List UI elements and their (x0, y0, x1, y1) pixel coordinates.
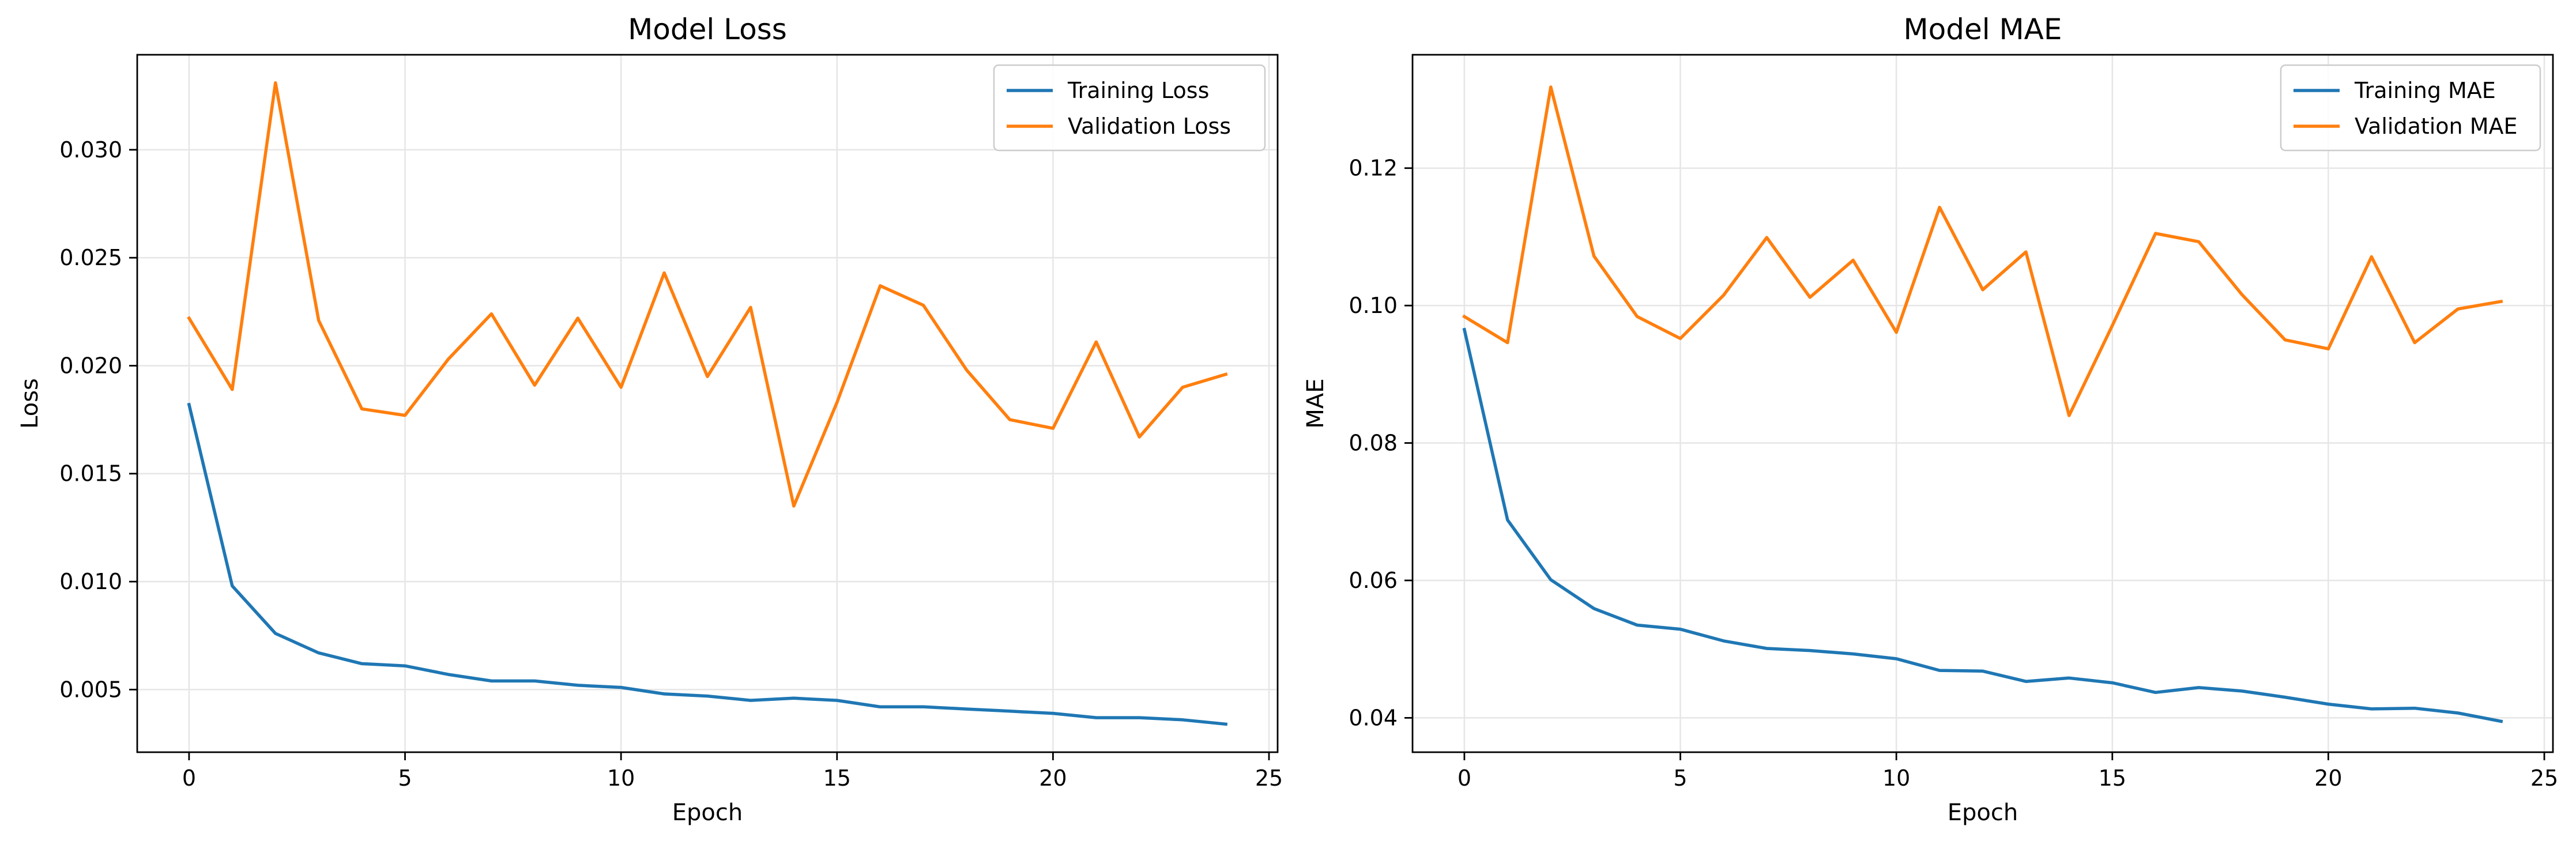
x-tick-label: 15 (2099, 765, 2126, 791)
x-tick-label: 20 (1039, 765, 1067, 791)
y-tick-label: 0.04 (1349, 705, 1398, 730)
y-tick-label: 0.10 (1349, 293, 1398, 318)
y-tick-label: 0.015 (59, 461, 122, 486)
y-tick-label: 0.005 (59, 677, 122, 702)
legend: Training MAE Validation MAE (2280, 64, 2541, 152)
y-tick-label: 0.030 (59, 137, 122, 163)
chart-panel-1: 0 5 10 15 20 25 0.005 0.010 0.015 0.020 0.025 0.030… (17, 13, 1283, 826)
legend-label-training: Training MAE (2354, 78, 2496, 103)
plot-frame (136, 54, 1279, 753)
x-tick-label: 25 (1255, 765, 1283, 791)
y-tick-label: 0.06 (1349, 568, 1398, 593)
x-tick-label: 15 (823, 765, 851, 791)
legend-label-validation: Validation MAE (2355, 114, 2518, 139)
y-tick-label: 0.08 (1349, 431, 1398, 456)
y-axis-label: MAE (1302, 378, 1329, 428)
x-tick-label: 10 (1882, 765, 1910, 791)
plot-frame (1411, 54, 2554, 753)
y-tick-label: 0.010 (59, 569, 122, 594)
series-line-validation (187, 81, 1228, 508)
chart-title: Model MAE (1904, 13, 2062, 46)
x-axis-label: Epoch (1948, 799, 2018, 826)
legend-label-validation: Validation Loss (1068, 114, 1231, 139)
y-tick-label: 0.12 (1349, 156, 1398, 181)
x-tick-label: 5 (398, 765, 412, 791)
y-axis-label: Loss (17, 378, 43, 429)
y-tick-label: 0.020 (59, 353, 122, 378)
series-line-training (187, 402, 1228, 726)
x-tick-label: 25 (2530, 765, 2558, 791)
x-tick-label: 10 (607, 765, 635, 791)
legend-label-training: Training Loss (1067, 78, 1209, 103)
series-line-training (1462, 327, 2503, 723)
x-tick-label: 20 (2314, 765, 2342, 791)
chart-title: Model Loss (628, 13, 787, 46)
legend: Training Loss Validation Loss (993, 64, 1266, 152)
legend-box (993, 64, 1266, 152)
chart-panel-2: 0 5 10 15 20 25 0.04 0.06 0.08 0.10 0.12 Model MAE E… (1302, 13, 2558, 826)
x-axis-label: Epoch (672, 799, 743, 826)
x-tick-label: 0 (1458, 765, 1471, 791)
series-line-validation (1462, 85, 2503, 417)
y-tick-label: 0.025 (59, 245, 122, 270)
x-tick-label: 5 (1673, 765, 1687, 791)
legend-box (2280, 64, 2541, 152)
x-tick-label: 0 (182, 765, 196, 791)
